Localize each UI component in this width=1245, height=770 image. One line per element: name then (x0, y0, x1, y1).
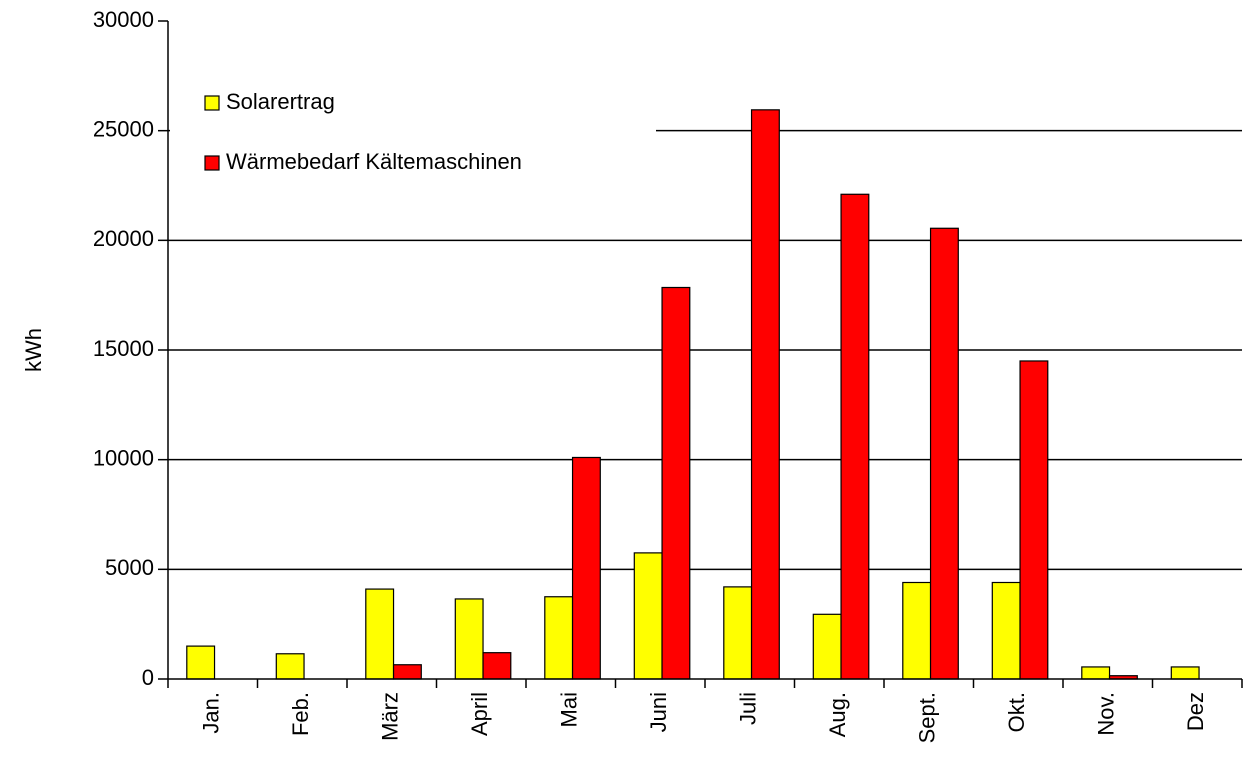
x-tick-label: Aug. (825, 692, 850, 737)
x-tick-label: Juli (736, 692, 761, 725)
bar (633, 552, 663, 680)
y-tick-label: 20000 (93, 226, 154, 251)
legend-label: Wärmebedarf Kältemaschinen (226, 149, 522, 174)
bar (1019, 360, 1049, 680)
x-tick-label: April (467, 692, 492, 736)
bar (902, 581, 932, 680)
x-tick-label: Feb. (288, 692, 313, 736)
legend-swatch (204, 95, 220, 111)
bar (571, 456, 601, 680)
y-tick-label: 10000 (93, 445, 154, 470)
bar (929, 227, 959, 680)
y-axis-label: kWh (21, 328, 46, 372)
bar (840, 193, 870, 680)
y-tick-label: 25000 (93, 116, 154, 141)
bar (482, 652, 512, 680)
y-tick-label: 5000 (105, 555, 154, 580)
y-tick-label: 30000 (93, 7, 154, 32)
x-tick-label: Juni (646, 692, 671, 732)
bar (365, 588, 395, 680)
bar (812, 613, 842, 680)
bar (186, 645, 216, 680)
bar (454, 598, 484, 680)
x-tick-label: März (378, 692, 403, 741)
y-tick-label: 15000 (93, 336, 154, 361)
x-tick-label: Jan. (199, 692, 224, 734)
x-tick-label: Sept. (915, 692, 940, 743)
legend-box (170, 80, 656, 186)
bar (991, 581, 1021, 680)
bar (1081, 666, 1111, 680)
bar (1170, 666, 1200, 680)
y-tick-label: 0 (142, 665, 154, 690)
bar (544, 596, 574, 680)
bar (392, 664, 422, 680)
x-tick-label: Dez (1183, 692, 1208, 731)
bar (723, 586, 753, 680)
legend-label: Solarertrag (226, 89, 335, 114)
bar (750, 109, 780, 680)
x-tick-label: Mai (557, 692, 582, 727)
bar (275, 653, 305, 680)
bar (661, 286, 691, 680)
x-tick-label: Okt. (1004, 692, 1029, 732)
legend-swatch (204, 155, 220, 171)
x-tick-label: Nov. (1094, 692, 1119, 736)
